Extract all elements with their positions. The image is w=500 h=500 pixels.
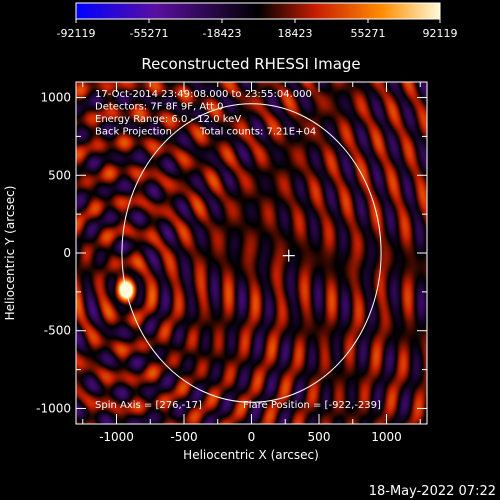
solar-disk-circle — [121, 103, 382, 403]
y-tick-label: 0 — [63, 246, 71, 260]
x-axis-label: Heliocentric X (arcsec) — [183, 448, 319, 462]
chart-title: Reconstructed RHESSI Image — [141, 55, 360, 73]
heatmap-image — [76, 82, 427, 424]
y-tick-label: -1000 — [36, 401, 71, 415]
colorbar-tick-label: -92119 — [57, 27, 96, 40]
colorbar-tick-label: 18423 — [278, 27, 313, 40]
flare-position-label: Flare Position = [-922,-239] — [243, 400, 381, 411]
info-line: Total counts: 7.21E+04 — [199, 127, 316, 138]
colorbar-tick-label: -18423 — [203, 27, 242, 40]
y-tick-label: 1000 — [40, 91, 71, 105]
info-line: 17-Oct-2014 23:49:08.000 to 23:55:04.000 — [95, 89, 312, 100]
y-tick-label: 500 — [48, 168, 71, 182]
x-tick-label: -500 — [170, 430, 197, 444]
colorbar-ticks — [75, 19, 441, 23]
x-tick-label: -1000 — [99, 430, 134, 444]
footer-timestamp: 18-May-2022 07:22 — [369, 484, 496, 499]
info-line: Back Projection — [95, 127, 172, 138]
colorbar-tick-label: 55271 — [351, 27, 386, 40]
observation-info: 17-Oct-2014 23:49:08.000 to 23:55:04.000… — [95, 89, 316, 138]
colorbar — [75, 2, 441, 20]
info-line: Energy Range: 6.0 - 12.0 keV — [95, 114, 241, 125]
spin-axis-label: Spin Axis = [276,-17] — [95, 400, 202, 411]
x-tick-label: 500 — [308, 430, 331, 444]
y-tick-label: -500 — [44, 324, 71, 338]
colorbar-tick-label: -55271 — [130, 27, 169, 40]
spin-axis-marker — [282, 249, 295, 262]
x-tick-label: 1000 — [371, 430, 402, 444]
y-axis-label: Heliocentric Y (arcsec) — [3, 186, 17, 321]
colorbar-tick-label: 92119 — [423, 27, 458, 40]
x-tick-label: 0 — [248, 430, 256, 444]
info-line: Detectors: 7F 8F 9F, Att 0 — [95, 102, 223, 113]
